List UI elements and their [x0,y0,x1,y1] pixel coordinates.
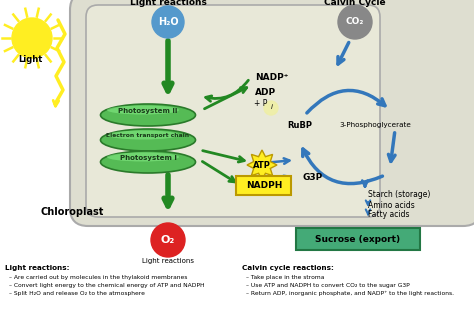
Text: H₂O: H₂O [158,17,178,27]
Text: Amino acids: Amino acids [368,201,415,210]
Ellipse shape [100,129,195,151]
Text: ADP: ADP [255,88,276,97]
Text: 3-Phosphoglycerate: 3-Phosphoglycerate [339,122,411,128]
Text: Fatty acids: Fatty acids [368,210,410,219]
Text: – Are carried out by molecules in the thylakoid membranes: – Are carried out by molecules in the th… [9,275,187,280]
Text: Light: Light [18,55,42,64]
Text: + P: + P [254,99,267,108]
Ellipse shape [107,105,179,115]
Text: – Split H₂O and release O₂ to the atmosphere: – Split H₂O and release O₂ to the atmosp… [9,291,145,296]
FancyBboxPatch shape [237,176,292,194]
Text: – Use ATP and NADPH to convert CO₂ to the sugar G3P: – Use ATP and NADPH to convert CO₂ to th… [246,283,410,288]
Text: – Return ADP, inorganic phosphate, and NADP⁺ to the light reactions.: – Return ADP, inorganic phosphate, and N… [246,291,454,296]
Circle shape [152,6,184,38]
Text: Calvin cycle reactions:: Calvin cycle reactions: [242,265,334,271]
FancyBboxPatch shape [86,5,380,217]
Circle shape [264,101,278,115]
Text: O₂: O₂ [161,235,175,245]
Text: NADPH: NADPH [246,180,282,189]
Ellipse shape [100,151,195,173]
Text: Light reactions:: Light reactions: [5,265,70,271]
Text: – Convert light energy to the chemical energy of ATP and NADPH: – Convert light energy to the chemical e… [9,283,204,288]
Ellipse shape [107,153,179,162]
Text: G3P: G3P [303,173,323,182]
Ellipse shape [100,104,195,126]
Text: NADP⁺: NADP⁺ [255,73,288,82]
Text: ATP: ATP [253,160,271,170]
Text: Photosystem II: Photosystem II [118,108,178,114]
Text: RuBP: RuBP [288,121,312,130]
FancyBboxPatch shape [296,228,420,250]
Circle shape [12,18,52,58]
Text: i: i [271,104,273,110]
FancyBboxPatch shape [70,0,474,226]
Text: Photosystem I: Photosystem I [119,155,176,161]
Circle shape [338,5,372,39]
Circle shape [151,223,185,257]
Text: Electron transport chain: Electron transport chain [107,133,190,138]
Text: CO₂: CO₂ [346,18,364,27]
Ellipse shape [107,130,179,139]
Text: Light reactions: Light reactions [129,0,207,7]
Text: Light reactions: Light reactions [142,258,194,264]
Text: Sucrose (export): Sucrose (export) [315,235,401,243]
Text: – Take place in the stroma: – Take place in the stroma [246,275,324,280]
Text: Calvin Cycle: Calvin Cycle [324,0,386,7]
Polygon shape [247,150,277,180]
Text: Chloroplast: Chloroplast [40,207,104,217]
Text: Starch (storage): Starch (storage) [368,190,430,199]
